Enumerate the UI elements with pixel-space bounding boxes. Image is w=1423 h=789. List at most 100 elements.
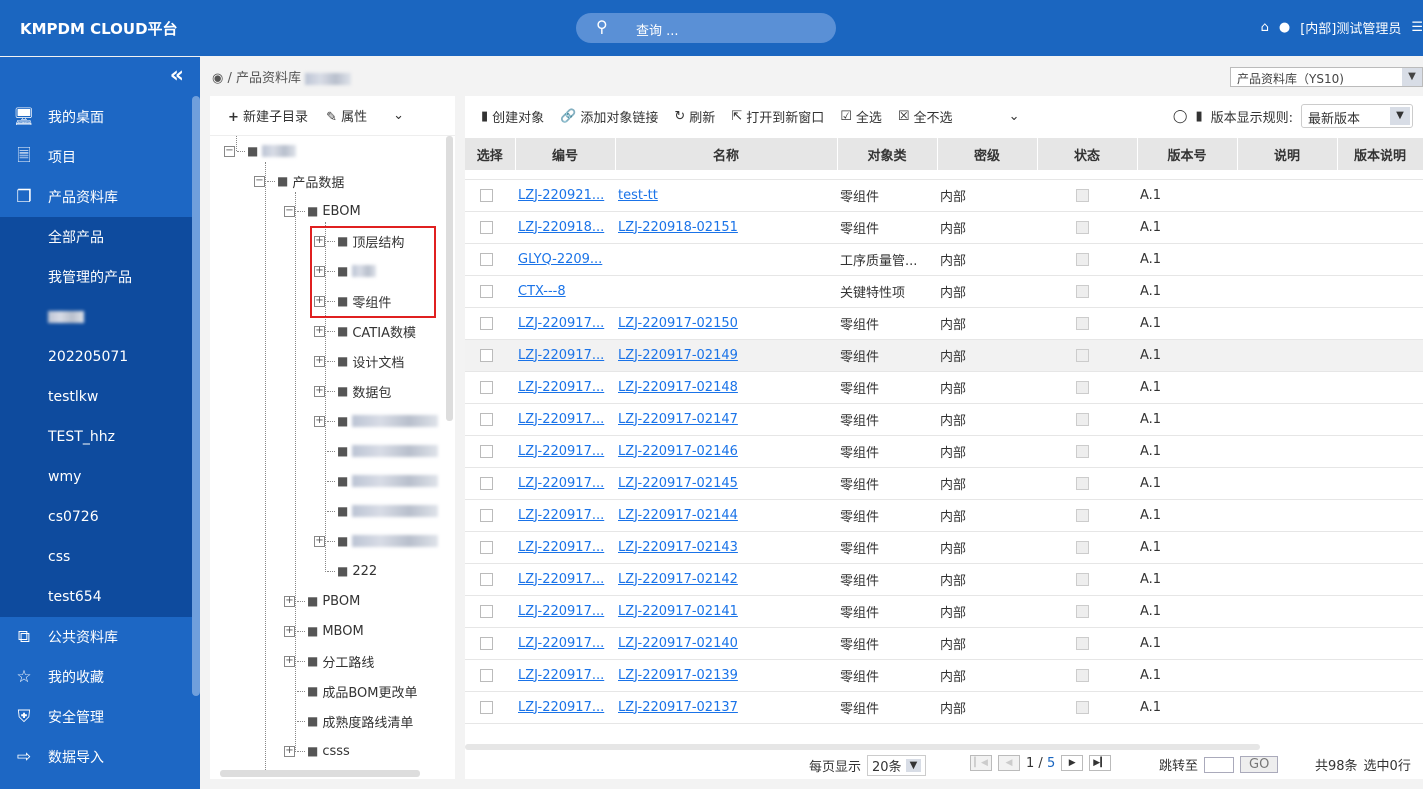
table-hscrollbar[interactable] xyxy=(465,744,1260,750)
code-link[interactable]: LZJ-220917... xyxy=(518,379,605,395)
tree-node[interactable]: + ■ MBOM xyxy=(284,621,364,641)
code-link[interactable]: LZJ-220917... xyxy=(518,443,605,459)
chevron-down-icon[interactable]: ⌄ xyxy=(1008,108,1020,124)
go-button[interactable]: GO xyxy=(1240,756,1279,773)
table-row[interactable]: LZJ-220917... LZJ-220917-02147 零组件 内部 A.1 xyxy=(465,403,1423,436)
table-row[interactable]: LZJ-220917... LZJ-220917-02145 零组件 内部 A.1 xyxy=(465,467,1423,500)
tree-hscrollbar[interactable] xyxy=(220,770,420,777)
column-header[interactable]: 版本说明 xyxy=(1337,138,1423,170)
code-link[interactable]: LZJ-220917... xyxy=(518,507,605,523)
expand-icon[interactable]: + xyxy=(314,324,325,337)
table-row[interactable]: LZJ-220917... LZJ-220917-02146 零组件 内部 A.1 xyxy=(465,435,1423,468)
code-link[interactable]: LZJ-220918... xyxy=(518,219,605,235)
dropdown-icon[interactable]: ▼ xyxy=(1390,107,1410,125)
tree-node[interactable]: + ■ CATIA数模 xyxy=(314,321,416,341)
row-checkbox[interactable] xyxy=(480,668,493,682)
sidebar-item[interactable]: ⛨ 安全管理 xyxy=(0,697,192,737)
sidebar-subitem[interactable]: 我管理的产品 xyxy=(0,257,192,297)
collapse-icon[interactable]: − xyxy=(284,204,295,217)
sidebar-item[interactable]: ❐ 产品资料库 xyxy=(0,177,192,217)
row-checkbox[interactable] xyxy=(480,284,493,298)
table-row[interactable]: LZJ-220917... LZJ-220917-02137 零组件 内部 A.1 xyxy=(465,691,1423,724)
row-checkbox[interactable] xyxy=(480,316,493,330)
table-row[interactable]: LZJ-220917... LZJ-220917-02150 零组件 内部 A.1 xyxy=(465,307,1423,340)
tree-node[interactable]: + ■ 分工路线 xyxy=(284,651,374,671)
code-link[interactable]: LZJ-220921... xyxy=(518,187,605,203)
name-link[interactable]: LZJ-220917-02146 xyxy=(618,443,738,459)
tree-node[interactable]: ■ 成品BOM更改单 xyxy=(284,681,417,701)
row-checkbox[interactable] xyxy=(480,412,493,426)
row-checkbox[interactable] xyxy=(480,604,493,618)
tree-node[interactable]: + ■ 设计文档 xyxy=(314,351,404,371)
name-link[interactable]: LZJ-220917-02145 xyxy=(618,475,738,491)
tree-node[interactable]: − ■ EBOM xyxy=(284,201,361,221)
sidebar-subitem[interactable]: 全部产品 xyxy=(0,217,192,257)
expand-icon[interactable]: + xyxy=(314,294,325,307)
row-checkbox[interactable] xyxy=(480,572,493,586)
sidebar-item[interactable]: 🖥 我的桌面 xyxy=(0,97,192,137)
home-icon[interactable]: ⌂ xyxy=(1260,20,1269,35)
chevron-down-icon[interactable]: ⌄ xyxy=(393,108,405,123)
tree-node[interactable]: + ■ 顶层结构 xyxy=(314,231,404,251)
name-link[interactable]: LZJ-220917-02137 xyxy=(618,699,738,715)
table-row[interactable]: LZJ-220917... LZJ-220917-02148 零组件 内部 A.1 xyxy=(465,371,1423,404)
name-link[interactable]: LZJ-220918-02151 xyxy=(618,219,738,235)
code-link[interactable]: LZJ-220917... xyxy=(518,347,605,363)
breadcrumb-path[interactable]: / 产品资料库 xyxy=(227,71,301,86)
name-link[interactable]: LZJ-220917-02148 xyxy=(618,379,738,395)
code-link[interactable]: LZJ-220917... xyxy=(518,699,605,715)
name-link[interactable]: LZJ-220917-02139 xyxy=(618,667,738,683)
row-checkbox[interactable] xyxy=(480,508,493,522)
column-header[interactable]: 名称 xyxy=(615,138,838,170)
row-checkbox[interactable] xyxy=(480,252,493,266)
select-none-button[interactable]: ☒ 全不选 xyxy=(897,108,953,126)
version-rule-select[interactable]: 最新版本 ▼ xyxy=(1301,104,1413,128)
dropdown-icon[interactable]: ▼ xyxy=(905,759,922,772)
code-link[interactable]: LZJ-220917... xyxy=(518,667,605,683)
expand-icon[interactable]: + xyxy=(314,234,325,247)
expand-icon[interactable]: + xyxy=(314,264,325,277)
add-link-button[interactable]: 🔗 添加对象链接 xyxy=(560,108,659,126)
table-row[interactable]: LZJ-220917... LZJ-220917-02149 零组件 内部 A.1 xyxy=(465,339,1423,372)
row-checkbox[interactable] xyxy=(480,380,493,394)
tree-node[interactable]: − ■ 产品数据 xyxy=(254,171,344,191)
tree-node[interactable]: + ■ csss xyxy=(284,741,350,761)
expand-icon[interactable]: + xyxy=(314,354,325,367)
expand-icon[interactable]: + xyxy=(284,594,295,607)
sidebar-subitem[interactable] xyxy=(0,297,192,337)
table-row[interactable]: LZJ-220917... LZJ-220917-02142 零组件 内部 A.1 xyxy=(465,563,1423,596)
tree-node[interactable]: ■ 成熟度路线清单 xyxy=(284,711,413,731)
expand-icon[interactable]: + xyxy=(314,534,325,547)
name-link[interactable]: LZJ-220917-02150 xyxy=(618,315,738,331)
code-link[interactable]: LZJ-220917... xyxy=(518,571,605,587)
sidebar-subitem[interactable]: 202205071 xyxy=(0,337,192,377)
sidebar-subitem[interactable]: wmy xyxy=(0,457,192,497)
name-link[interactable]: LZJ-220917-02147 xyxy=(618,411,738,427)
code-link[interactable]: CTX---8 xyxy=(518,283,566,299)
user-name[interactable]: [内部]测试管理员 xyxy=(1300,22,1402,37)
tree-node[interactable]: + ■ xyxy=(314,411,439,431)
sidebar-subitem[interactable]: testlkw xyxy=(0,377,192,417)
name-link[interactable]: LZJ-220917-02149 xyxy=(618,347,738,363)
code-link[interactable]: LZJ-220917... xyxy=(518,315,605,331)
table-row[interactable]: LZJ-220917... LZJ-220917-02141 零组件 内部 A.1 xyxy=(465,595,1423,628)
tree-scrollbar[interactable] xyxy=(446,136,453,421)
refresh-button[interactable]: ↻ 刷新 xyxy=(674,108,716,126)
code-link[interactable]: LZJ-220917... xyxy=(518,411,605,427)
row-checkbox[interactable] xyxy=(480,540,493,554)
last-page-button[interactable]: ▶▎ xyxy=(1089,755,1112,771)
code-link[interactable]: GLYQ-2209... xyxy=(518,251,603,267)
row-checkbox[interactable] xyxy=(480,348,493,362)
name-link[interactable]: LZJ-220917-02142 xyxy=(618,571,738,587)
new-subfolder-button[interactable]: + 新建子目录 xyxy=(228,106,308,125)
row-checkbox[interactable] xyxy=(480,220,493,234)
column-header[interactable]: 选择 xyxy=(465,138,516,170)
table-row[interactable]: LZJ-220917... LZJ-220917-02139 零组件 内部 A.1 xyxy=(465,659,1423,692)
column-header[interactable]: 状态 xyxy=(1037,138,1138,170)
tree-node[interactable]: ■ xyxy=(314,501,439,521)
user-icon[interactable]: ● xyxy=(1278,20,1291,35)
tree-node[interactable]: + ■ PBOM xyxy=(284,591,360,611)
sidebar-subitem[interactable]: cs0726 xyxy=(0,497,192,537)
tree-node[interactable]: ■ 222 xyxy=(314,561,377,581)
tree-node[interactable]: ■ xyxy=(314,441,439,461)
